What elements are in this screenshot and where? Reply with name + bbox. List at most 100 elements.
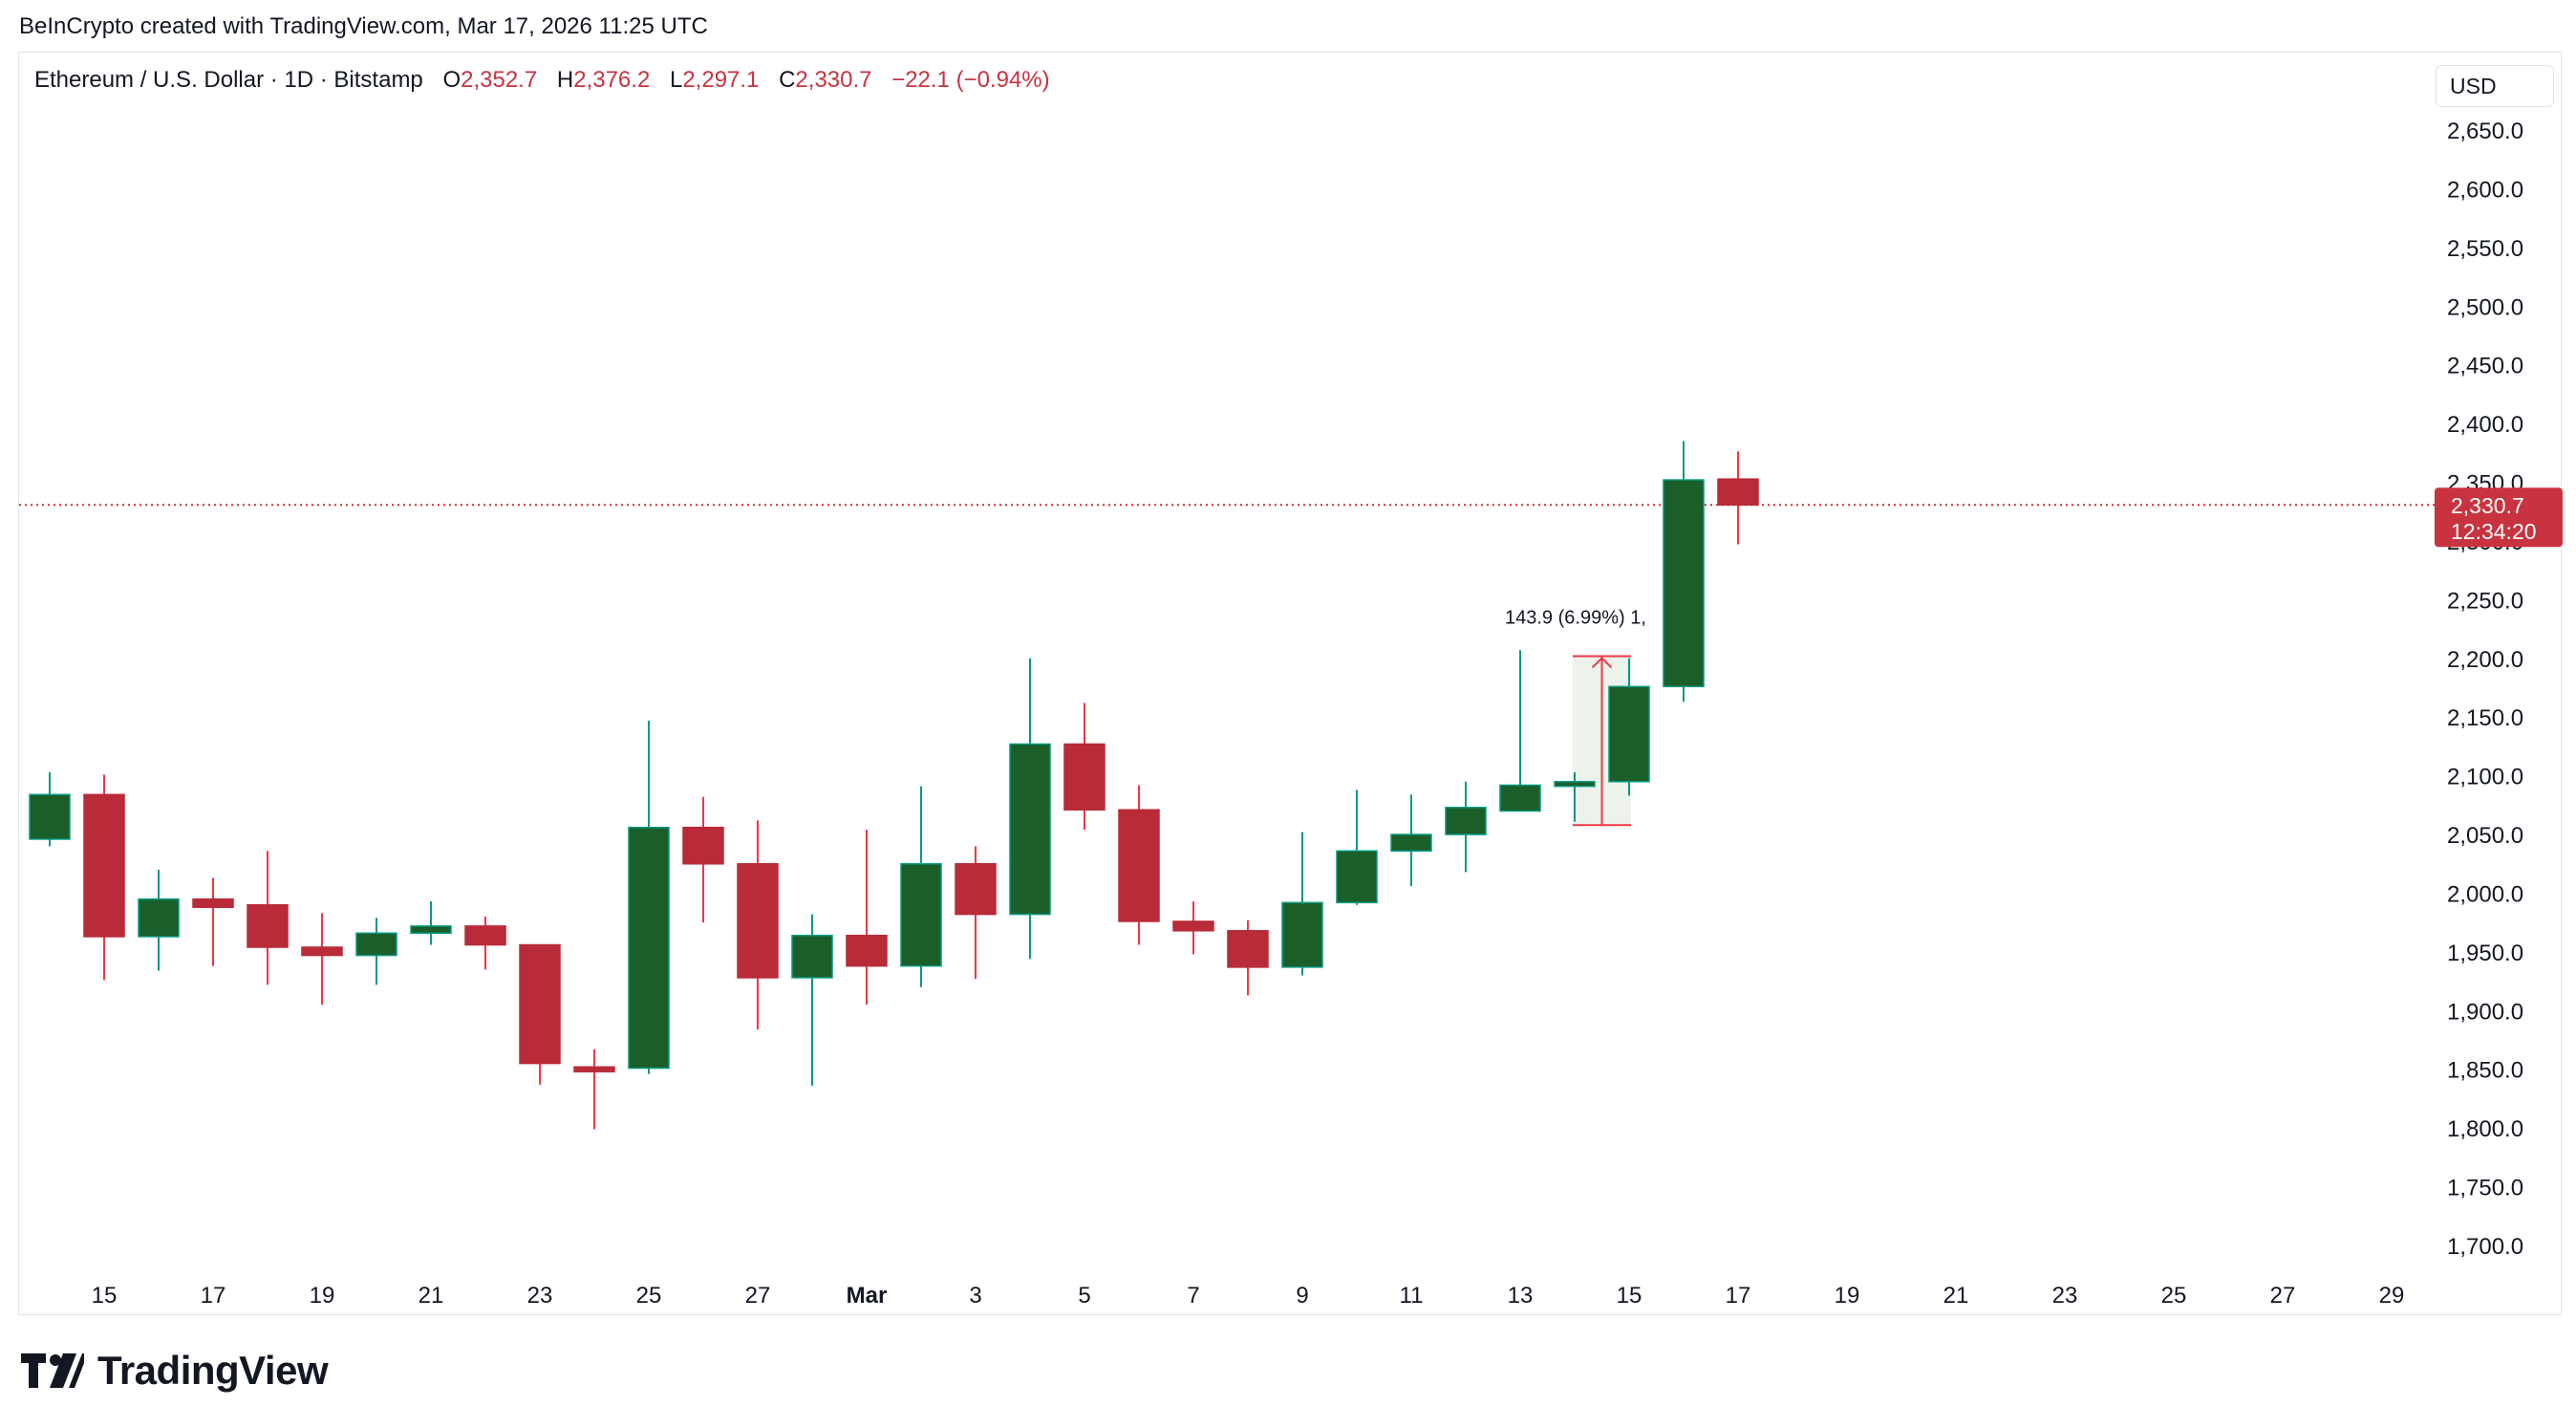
candle (1390, 794, 1432, 887)
candle (573, 1049, 615, 1130)
x-tick-label: 15 (1617, 1283, 1642, 1309)
candle-body (83, 793, 125, 938)
candle-body (1445, 807, 1487, 835)
candle (1445, 781, 1487, 873)
candle-body (1227, 930, 1269, 968)
y-tick-label: 2,600.0 (2447, 177, 2523, 203)
candle (247, 851, 289, 985)
candle-body (1499, 784, 1541, 812)
candle-body (573, 1066, 615, 1072)
candle (1281, 832, 1323, 976)
candle (1118, 785, 1160, 945)
y-tick-label: 2,250.0 (2447, 588, 2523, 614)
candle-body (791, 934, 833, 979)
candle-body (138, 898, 180, 938)
x-tick-label: 7 (1187, 1283, 1199, 1309)
y-tick-label: 2,650.0 (2447, 119, 2523, 144)
x-tick-label: 11 (1400, 1283, 1424, 1309)
candle-body (1009, 743, 1051, 916)
symbol-name[interactable]: Ethereum / U.S. Dollar · 1D · Bitstamp (34, 67, 423, 93)
candle (192, 877, 234, 966)
candle-body (464, 925, 506, 946)
candle-body (1663, 479, 1705, 688)
candle-body (519, 943, 561, 1065)
x-tick-label: 9 (1296, 1283, 1308, 1309)
low-value: 2,297.1 (682, 67, 760, 93)
candle-body (1281, 901, 1323, 968)
x-tick-label: 21 (1943, 1283, 1969, 1309)
candle (955, 846, 997, 980)
measure-arrow-head (1591, 657, 1613, 669)
candle-body (1063, 743, 1106, 811)
candle (1499, 650, 1541, 812)
x-tick-label: 23 (527, 1283, 553, 1309)
y-tick-label: 2,100.0 (2447, 765, 2523, 790)
high-label: H (556, 67, 574, 93)
x-tick-label: 13 (1508, 1283, 1534, 1309)
candle-body (355, 932, 397, 957)
x-tick-label: Mar (847, 1283, 888, 1309)
candle (1009, 658, 1051, 960)
candle (737, 820, 779, 1029)
candle-body (1336, 850, 1378, 904)
candle (846, 830, 888, 1006)
candle (410, 901, 452, 945)
candle (1336, 790, 1378, 905)
candle-body (682, 826, 724, 865)
y-tick-label: 2,400.0 (2447, 412, 2523, 438)
candle (791, 914, 833, 1086)
open-label: O (442, 67, 462, 93)
last-price-tag-bg (2435, 487, 2563, 548)
candle (1172, 901, 1214, 955)
candle (355, 918, 397, 985)
candle-body (1608, 685, 1650, 783)
x-tick-label: 5 (1078, 1283, 1090, 1309)
candle-body (846, 934, 888, 967)
tradingview-brand[interactable]: TradingView (21, 1348, 329, 1394)
measure-label: 143.9 (6.99%) 1, (1505, 607, 1646, 628)
brand-name: TradingView (97, 1348, 329, 1393)
x-tick-label: 25 (636, 1283, 662, 1309)
candle (1554, 771, 1596, 822)
candle-body (301, 946, 343, 957)
candle (1063, 703, 1106, 831)
bar-countdown: 12:34:20 (2451, 519, 2537, 544)
y-tick-label: 1,750.0 (2447, 1176, 2523, 1201)
currency-selector[interactable]: USD (2436, 65, 2554, 107)
chart-frame (18, 52, 2562, 1315)
open-value: 2,352.7 (461, 67, 538, 93)
y-tick-label: 1,900.0 (2447, 999, 2523, 1025)
x-tick-label: 29 (2379, 1283, 2405, 1309)
candle (1608, 658, 1650, 796)
candle (83, 774, 125, 981)
x-tick-label: 15 (92, 1283, 118, 1309)
x-tick-label: 23 (2052, 1283, 2078, 1309)
candle-body (192, 898, 234, 908)
candle (900, 786, 942, 987)
chart-credit: BeInCrypto created with TradingView.com,… (19, 13, 708, 39)
symbol-legend: Ethereum / U.S. Dollar · 1D · Bitstamp O… (34, 67, 1063, 94)
x-tick-label: 27 (745, 1283, 771, 1309)
candle-body (410, 925, 452, 934)
x-tick-label: 27 (2270, 1283, 2296, 1309)
candle (1227, 920, 1269, 996)
y-tick-label: 1,700.0 (2447, 1234, 2523, 1260)
y-tick-label: 1,950.0 (2447, 941, 2523, 966)
candle (628, 720, 670, 1074)
y-tick-label: 2,000.0 (2447, 881, 2523, 907)
candle-body (1554, 781, 1596, 788)
candle-body (955, 863, 997, 916)
y-tick-label: 1,850.0 (2447, 1058, 2523, 1084)
y-tick-label: 2,500.0 (2447, 294, 2523, 320)
x-tick-label: 17 (201, 1283, 226, 1309)
x-tick-label: 17 (1726, 1283, 1751, 1309)
y-tick-label: 2,450.0 (2447, 354, 2523, 379)
tradingview-logo-icon (21, 1353, 84, 1388)
y-tick-label: 2,050.0 (2447, 823, 2523, 849)
y-tick-label: 1,800.0 (2447, 1116, 2523, 1142)
y-tick-label: 2,200.0 (2447, 647, 2523, 673)
close-value: 2,330.7 (795, 67, 872, 93)
candle-body (628, 826, 670, 1070)
candle (682, 796, 724, 923)
